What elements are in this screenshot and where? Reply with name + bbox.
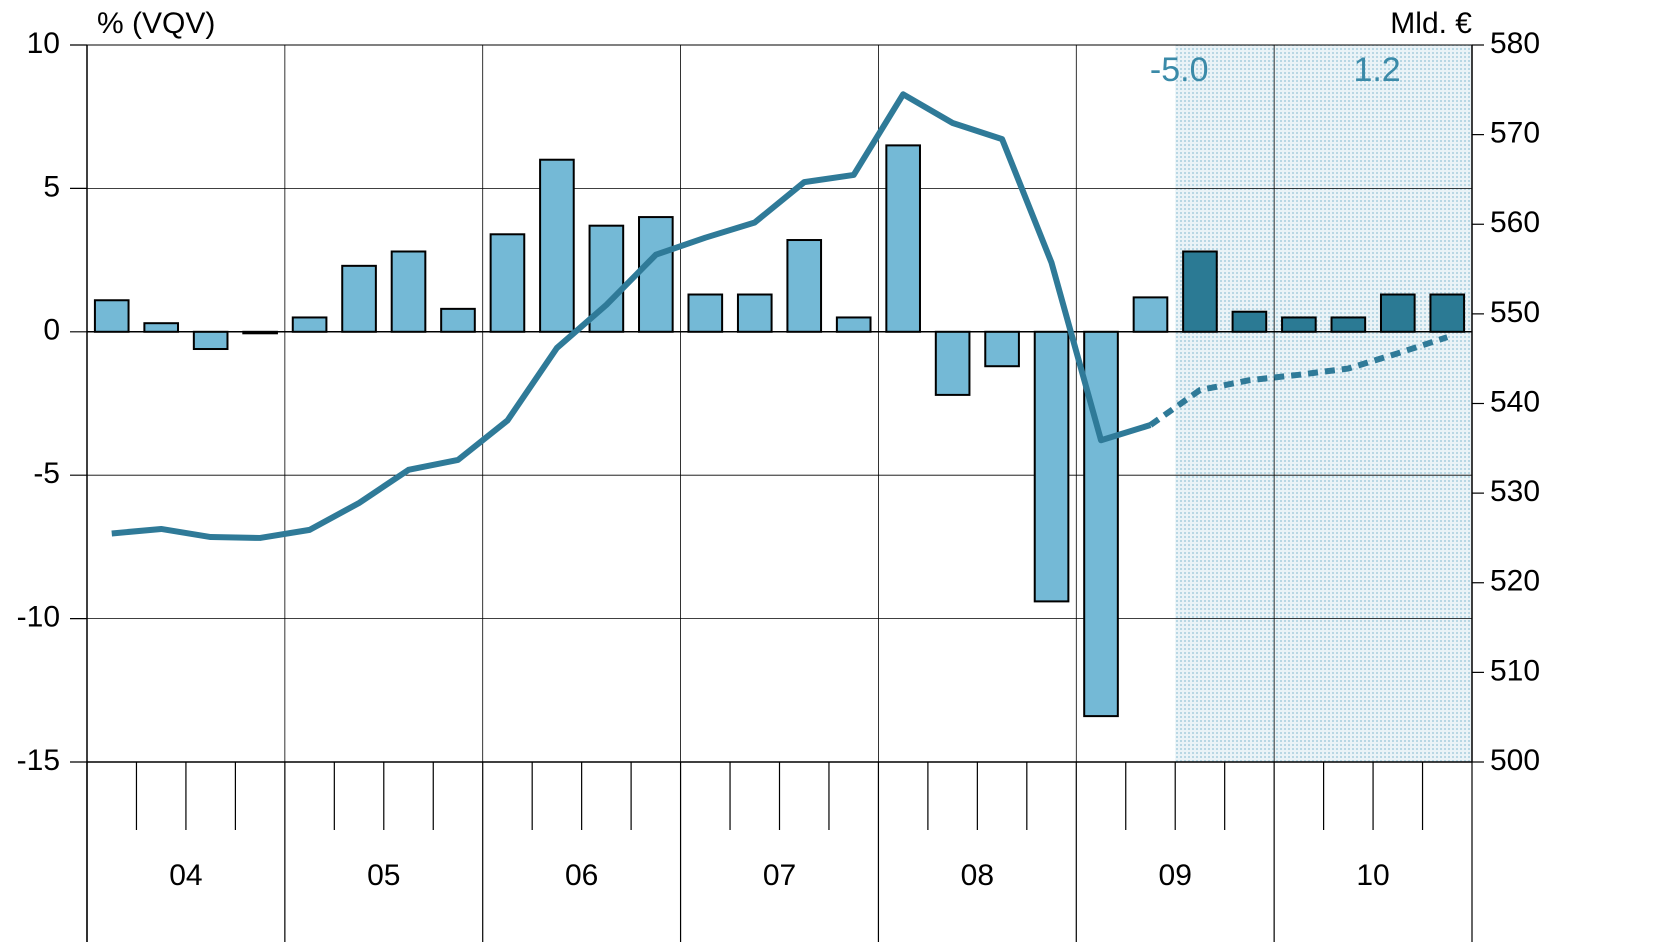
y-tick-label: 10 — [27, 27, 60, 60]
bar — [1182, 250, 1218, 333]
bar — [786, 239, 823, 333]
bar — [1132, 296, 1169, 333]
forecast-shading — [1175, 45, 1472, 762]
y-tick-label: -5 — [33, 457, 60, 490]
x-tick-label: 05 — [367, 859, 400, 892]
x-tick-label: 08 — [961, 859, 994, 892]
y-tick-label: -10 — [17, 601, 60, 634]
bar — [1379, 293, 1416, 333]
bar — [638, 216, 674, 333]
y2-tick-label: 510 — [1490, 654, 1540, 687]
y2-tick-label: 520 — [1490, 565, 1540, 598]
bar — [934, 330, 971, 396]
bar — [93, 299, 130, 333]
line-series — [1148, 334, 1449, 428]
x-tick-label: 10 — [1356, 859, 1389, 892]
bar — [1330, 316, 1367, 333]
bar — [489, 233, 526, 333]
y-tick-label: 0 — [43, 314, 60, 347]
x-tick-label: 07 — [763, 859, 796, 892]
annotation: -5.0 — [1150, 51, 1209, 89]
bar — [1429, 293, 1466, 333]
bar — [143, 322, 180, 333]
bar — [885, 144, 921, 333]
y2-tick-label: 530 — [1490, 475, 1540, 508]
bar — [835, 316, 872, 333]
bar — [687, 293, 724, 333]
y-axis-label: % (VQV) — [97, 7, 215, 40]
y-tick-label: -15 — [17, 744, 60, 777]
bar — [390, 250, 427, 333]
y2-tick-label: 560 — [1490, 206, 1540, 239]
bar — [291, 316, 328, 333]
bar — [440, 307, 476, 333]
y-tick-label: 5 — [43, 170, 60, 203]
bar — [539, 158, 575, 333]
line-series — [111, 91, 1152, 541]
bar — [1033, 330, 1070, 603]
bar — [1281, 316, 1317, 333]
y2-tick-label: 570 — [1490, 117, 1540, 150]
bar — [341, 264, 377, 333]
x-tick-label: 09 — [1159, 859, 1192, 892]
bar — [1231, 310, 1268, 333]
bar — [192, 330, 229, 351]
annotation: 1.2 — [1353, 51, 1400, 89]
bar — [588, 224, 625, 333]
bar — [736, 293, 773, 333]
y2-axis-label: Mld. € — [1390, 7, 1472, 40]
y2-tick-label: 580 — [1490, 27, 1540, 60]
bar — [984, 330, 1020, 368]
y2-tick-label: 550 — [1490, 296, 1540, 329]
x-tick-label: 04 — [169, 859, 202, 892]
x-tick-label: 06 — [565, 859, 598, 892]
y2-tick-label: 540 — [1490, 385, 1540, 418]
y2-tick-label: 500 — [1490, 744, 1540, 777]
